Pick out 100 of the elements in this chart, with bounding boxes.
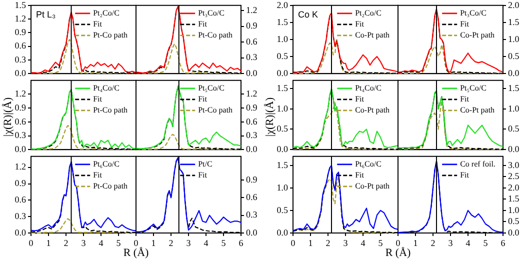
annotation: Pt L₃ bbox=[36, 9, 56, 20]
legend-label: Fit bbox=[93, 19, 103, 28]
x-axis-title: R (Å) bbox=[385, 247, 411, 259]
y-tick-label: 0.9 bbox=[246, 102, 258, 112]
legend-label: Pt-Co path bbox=[93, 30, 128, 40]
x-tick-label: 6 bbox=[238, 238, 244, 248]
legend-label: Pt₄Co/C bbox=[93, 83, 120, 92]
x-tick-label: 1 bbox=[151, 238, 156, 248]
x-tick-label: 4 bbox=[360, 238, 366, 248]
legend-label: Pt/C bbox=[198, 159, 212, 168]
y-tick-label: 0.3 bbox=[246, 210, 258, 220]
legend-label: Co-Pt path bbox=[460, 105, 495, 114]
y-tick-label: 0.5 bbox=[276, 124, 288, 134]
x-tick-label: 1 bbox=[46, 238, 51, 248]
legend-label: Fit bbox=[460, 170, 470, 180]
legend-label: Fit bbox=[460, 19, 470, 28]
legend-label: Co-Pt path bbox=[355, 181, 390, 190]
y-tick-label: 0.5 bbox=[276, 204, 288, 215]
legend-label: Fit bbox=[460, 94, 470, 104]
y-tick-label: 0.5 bbox=[508, 50, 520, 61]
x-tick-label: 4 bbox=[204, 238, 209, 248]
y-tick-label: 0.0 bbox=[276, 227, 288, 238]
y-tick-label: 1.0 bbox=[276, 182, 288, 192]
y-tick-label: 0.6 bbox=[14, 40, 26, 51]
legend-label: Fit bbox=[355, 94, 365, 104]
x-tick-label: 0 bbox=[290, 238, 296, 248]
x-tick-label: 1 bbox=[308, 238, 313, 248]
y-tick-label: 3.0 bbox=[508, 160, 520, 170]
y-tick-label: 1.2 bbox=[246, 5, 258, 16]
legend-label: Pt₂Co/C bbox=[93, 8, 120, 18]
x-axis-title: R (Å) bbox=[123, 247, 149, 259]
legend-label: Pt₄Co/C bbox=[355, 83, 382, 92]
y-tick-label: 0.5 bbox=[276, 50, 288, 61]
x-tick-label: 2 bbox=[168, 238, 174, 248]
y-tick-label: 2.0 bbox=[508, 0, 520, 10]
y-tick-label: 0.9 bbox=[246, 174, 258, 184]
x-tick-label: 4 bbox=[466, 238, 471, 248]
y-tick-label: 0.0 bbox=[508, 68, 520, 78]
y-tick-label: 1.5 bbox=[276, 160, 288, 170]
legend-label: Pt₃Co/C bbox=[460, 8, 486, 18]
y-tick-label: 1.5 bbox=[508, 82, 520, 93]
y-tick-label: 0.6 bbox=[246, 192, 258, 202]
y-axis-title: |χ(R)|(Å) bbox=[2, 97, 14, 137]
x-tick-label: 1 bbox=[413, 238, 418, 248]
x-tick-label: 3 bbox=[448, 238, 454, 248]
x-tick-label: 3 bbox=[186, 238, 192, 248]
y-tick-label: 1.5 bbox=[14, 0, 26, 10]
y-tick-label: 1.0 bbox=[508, 34, 520, 44]
y-tick-label: 0.9 bbox=[14, 27, 26, 38]
y-tick-label: 0.3 bbox=[246, 130, 258, 140]
x-tick-label: 3 bbox=[343, 238, 348, 248]
y-tick-label: 1.2 bbox=[14, 162, 26, 172]
legend-label: Fit bbox=[198, 19, 208, 28]
x-tick-label: 2 bbox=[64, 238, 68, 248]
y-tick-label: 0.3 bbox=[14, 210, 26, 221]
x-tick-label: 0 bbox=[396, 238, 401, 248]
y-tick-label: 0.0 bbox=[246, 68, 258, 78]
y-axis-title: |χ(R)|(Å) bbox=[264, 97, 276, 137]
y-tick-label: 0.9 bbox=[14, 178, 26, 188]
y-tick-label: 0.0 bbox=[508, 144, 520, 154]
legend-label: Pt₆Co/C bbox=[93, 159, 120, 168]
y-tick-label: 0.0 bbox=[14, 68, 26, 78]
x-tick-label: 3 bbox=[81, 238, 86, 248]
y-tick-label: 1.5 bbox=[508, 16, 520, 27]
legend-label: Pt₃Co/C bbox=[198, 8, 224, 18]
x-tick-label: 5 bbox=[378, 238, 384, 248]
legend-label: Fit bbox=[93, 94, 103, 104]
x-tick-label: 2 bbox=[430, 238, 436, 248]
y-tick-label: 2.0 bbox=[508, 182, 520, 192]
x-tick-label: 5 bbox=[483, 238, 488, 248]
y-tick-label: 0.6 bbox=[14, 194, 26, 205]
y-tick-label: 0.0 bbox=[246, 227, 258, 238]
legend-label: Fit bbox=[198, 94, 208, 104]
y-tick-label: 1.2 bbox=[14, 13, 26, 24]
x-tick-label: 2 bbox=[326, 238, 330, 248]
legend-label: Fit bbox=[198, 170, 208, 180]
y-tick-label: 0.0 bbox=[508, 227, 520, 238]
legend-label: Pt₆Co/C bbox=[355, 159, 382, 168]
y-tick-label: 0.3 bbox=[14, 54, 26, 64]
y-tick-label: 2.5 bbox=[508, 171, 520, 182]
y-tick-label: 0.0 bbox=[246, 144, 258, 154]
legend-label: Fit bbox=[355, 170, 365, 180]
y-tick-label: 0.3 bbox=[14, 130, 26, 140]
legend-label: Co ref foil. bbox=[460, 159, 496, 168]
y-tick-label: 1.5 bbox=[276, 16, 288, 27]
annotation: Co K bbox=[298, 9, 318, 20]
y-tick-label: 0.9 bbox=[246, 20, 258, 31]
y-tick-label: 1.2 bbox=[14, 88, 26, 99]
legend-label: Pt-Co path bbox=[93, 105, 128, 114]
y-tick-label: 0.0 bbox=[276, 144, 288, 154]
x-tick-label: 0 bbox=[134, 238, 139, 248]
y-tick-label: 1.0 bbox=[276, 34, 288, 44]
y-tick-label: 0.0 bbox=[276, 68, 288, 78]
y-tick-label: 0.6 bbox=[14, 116, 26, 126]
x-tick-label: 6 bbox=[500, 238, 506, 248]
legend-label: Pt₂Co/C bbox=[355, 8, 382, 18]
x-tick-label: 4 bbox=[98, 238, 104, 248]
y-tick-label: 1.0 bbox=[508, 103, 520, 114]
legend-label: Co-Pt path bbox=[355, 30, 390, 40]
y-tick-label: 0.5 bbox=[508, 124, 520, 134]
